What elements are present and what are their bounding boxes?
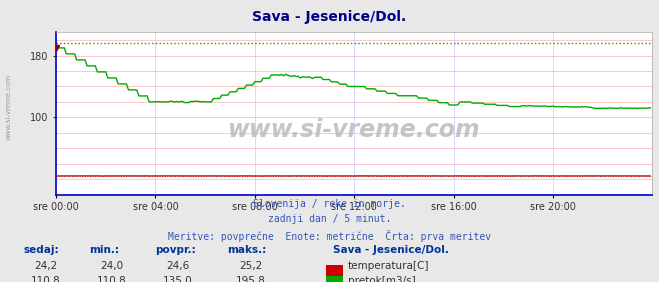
Text: 195,8: 195,8 bbox=[235, 276, 266, 282]
Text: temperatura[C]: temperatura[C] bbox=[348, 261, 430, 271]
Text: 24,6: 24,6 bbox=[166, 261, 190, 271]
Text: 24,2: 24,2 bbox=[34, 261, 58, 271]
Text: 25,2: 25,2 bbox=[239, 261, 262, 271]
Text: www.si-vreme.com: www.si-vreme.com bbox=[228, 118, 480, 142]
Text: 110,8: 110,8 bbox=[31, 276, 61, 282]
Text: www.si-vreme.com: www.si-vreme.com bbox=[5, 74, 11, 140]
Text: zadnji dan / 5 minut.: zadnji dan / 5 minut. bbox=[268, 214, 391, 224]
Text: Sava - Jesenice/Dol.: Sava - Jesenice/Dol. bbox=[252, 10, 407, 24]
Text: sedaj:: sedaj: bbox=[23, 245, 59, 255]
Text: pretok[m3/s]: pretok[m3/s] bbox=[348, 276, 416, 282]
Text: Meritve: povprečne  Enote: metrične  Črta: prva meritev: Meritve: povprečne Enote: metrične Črta:… bbox=[168, 230, 491, 242]
Text: 24,0: 24,0 bbox=[100, 261, 124, 271]
Text: min.:: min.: bbox=[89, 245, 119, 255]
Text: 110,8: 110,8 bbox=[97, 276, 127, 282]
Text: Sava - Jesenice/Dol.: Sava - Jesenice/Dol. bbox=[333, 245, 449, 255]
Text: Slovenija / reke in morje.: Slovenija / reke in morje. bbox=[253, 199, 406, 209]
Text: povpr.:: povpr.: bbox=[155, 245, 196, 255]
Text: maks.:: maks.: bbox=[227, 245, 267, 255]
Text: 135,0: 135,0 bbox=[163, 276, 193, 282]
